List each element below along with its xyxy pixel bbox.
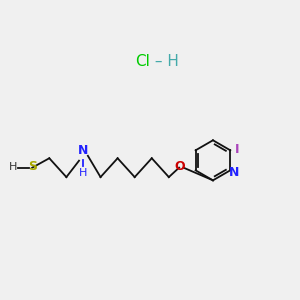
Text: – H: – H (150, 54, 179, 69)
Text: Cl: Cl (135, 54, 150, 69)
Text: O: O (175, 160, 185, 173)
Text: N: N (229, 166, 239, 179)
Text: H: H (79, 168, 88, 178)
Text: H: H (9, 162, 17, 172)
Text: N: N (78, 144, 88, 157)
Text: S: S (28, 160, 37, 173)
Text: I: I (235, 143, 239, 156)
